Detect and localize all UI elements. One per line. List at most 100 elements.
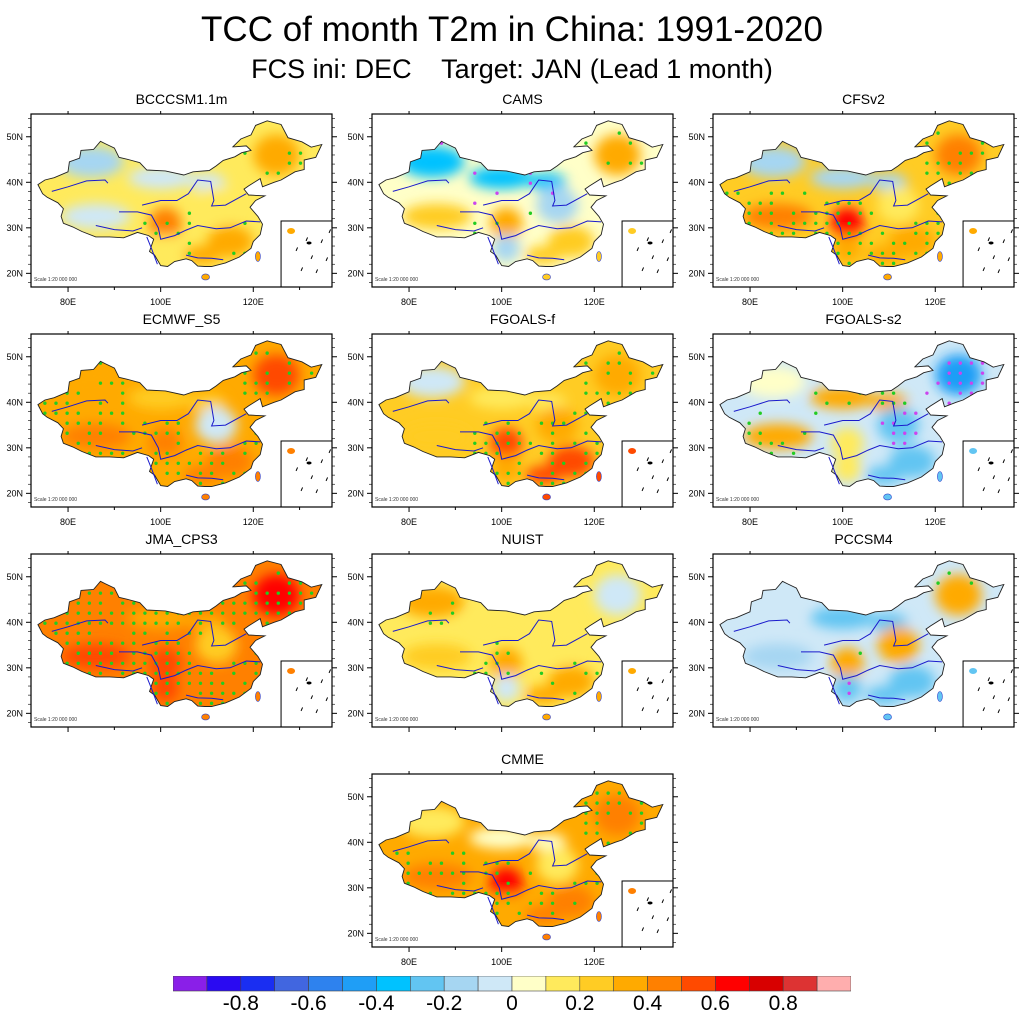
significance-marker bbox=[880, 401, 885, 405]
field-region-north-central bbox=[188, 173, 226, 192]
significance-marker bbox=[758, 201, 762, 205]
significance-marker bbox=[176, 621, 180, 625]
significance-marker bbox=[947, 181, 951, 185]
river-line bbox=[95, 665, 143, 672]
significance-marker bbox=[132, 601, 136, 605]
river-line bbox=[777, 225, 825, 232]
significance-marker bbox=[209, 471, 214, 476]
significance-marker bbox=[154, 691, 158, 696]
significance-marker bbox=[176, 471, 180, 476]
significance-marker bbox=[298, 591, 303, 595]
significance-marker bbox=[165, 461, 169, 465]
significance-marker bbox=[869, 211, 874, 215]
field-region-south-east bbox=[547, 225, 595, 258]
significance-marker bbox=[120, 621, 125, 625]
x-tick-label: 120E bbox=[243, 517, 264, 527]
taiwan-island bbox=[937, 471, 943, 482]
significance-marker bbox=[606, 791, 610, 795]
significance-marker bbox=[265, 171, 269, 175]
significance-marker bbox=[54, 401, 58, 405]
field-region-tibet bbox=[402, 863, 472, 890]
significance-marker bbox=[406, 861, 410, 865]
inset-dash bbox=[646, 897, 650, 902]
significance-marker bbox=[528, 441, 533, 445]
significance-marker bbox=[165, 471, 169, 476]
significance-marker bbox=[584, 461, 588, 465]
significance-marker bbox=[495, 431, 499, 435]
field-region-sichuan bbox=[149, 647, 182, 680]
significance-marker bbox=[528, 211, 533, 215]
significance-marker bbox=[428, 621, 433, 625]
scale-label: Scale 1:20 000 000 bbox=[716, 497, 759, 503]
inset-dash bbox=[315, 269, 319, 274]
significance-marker bbox=[165, 631, 169, 635]
significance-marker bbox=[550, 681, 555, 685]
significance-marker bbox=[176, 421, 180, 425]
river-line bbox=[185, 694, 224, 701]
significance-marker bbox=[276, 601, 280, 605]
significance-marker bbox=[903, 241, 907, 245]
china-border bbox=[37, 340, 323, 487]
field-region-south-east bbox=[547, 885, 595, 918]
inset-dash bbox=[997, 489, 1001, 494]
significance-marker bbox=[606, 841, 610, 845]
y-tick-label: 20N bbox=[688, 268, 705, 278]
x-tick-label: 120E bbox=[584, 957, 605, 967]
inset-dash bbox=[300, 487, 304, 492]
significance-marker bbox=[120, 411, 125, 415]
river-line bbox=[828, 676, 840, 705]
significance-marker bbox=[473, 201, 477, 205]
significance-marker bbox=[573, 901, 577, 905]
significance-marker bbox=[617, 131, 621, 135]
significance-marker bbox=[584, 381, 588, 385]
significance-marker bbox=[76, 641, 80, 645]
panel-title: FGOALS-f bbox=[489, 311, 556, 327]
significance-marker bbox=[243, 601, 247, 605]
significance-marker bbox=[958, 391, 962, 395]
significance-marker bbox=[76, 441, 80, 445]
tcc-field bbox=[37, 340, 322, 487]
field-region-south-east bbox=[524, 906, 562, 925]
significance-marker bbox=[639, 821, 644, 825]
significance-marker bbox=[298, 151, 303, 155]
y-tick-label: 50N bbox=[6, 572, 23, 582]
map-plot: 80E 100E 120E 20N 30N 40N 50N Scale 1:20 000 00… bbox=[6, 111, 337, 307]
significance-marker bbox=[473, 171, 477, 175]
significance-marker bbox=[858, 211, 862, 215]
significance-marker bbox=[154, 651, 158, 655]
y-tick-label: 20N bbox=[688, 488, 705, 498]
hainan-island bbox=[201, 273, 210, 281]
significance-marker bbox=[769, 441, 774, 445]
significance-marker bbox=[495, 641, 499, 645]
significance-marker bbox=[65, 401, 69, 405]
field-region-tibet bbox=[61, 203, 131, 230]
x-tick-label: 80E bbox=[742, 297, 758, 307]
significance-marker bbox=[154, 681, 158, 685]
y-tick-label: 50N bbox=[6, 352, 23, 362]
river-line bbox=[436, 885, 484, 892]
significance-marker bbox=[109, 591, 114, 595]
significance-marker bbox=[639, 811, 644, 815]
significance-marker bbox=[98, 451, 103, 455]
significance-marker bbox=[495, 471, 499, 476]
significance-marker bbox=[287, 371, 292, 375]
inset-hainan bbox=[287, 447, 296, 454]
significance-marker bbox=[780, 441, 785, 445]
river-line bbox=[460, 431, 602, 460]
significance-marker bbox=[176, 661, 180, 665]
inset-island bbox=[647, 241, 653, 245]
river-line bbox=[487, 456, 499, 485]
inset-dash bbox=[987, 677, 991, 682]
significance-marker bbox=[495, 651, 499, 655]
significance-marker bbox=[165, 661, 169, 665]
field-region-central bbox=[195, 186, 238, 224]
significance-marker bbox=[395, 851, 399, 855]
significance-marker bbox=[221, 461, 225, 465]
significance-marker bbox=[154, 231, 158, 235]
significance-marker bbox=[736, 191, 740, 195]
inset-dash bbox=[992, 695, 996, 700]
significance-marker bbox=[847, 251, 851, 256]
significance-marker bbox=[584, 141, 588, 145]
map-panel: NUIST 20N 30N 40N 50N Scale 1:20 000 000 bbox=[341, 530, 681, 750]
y-tick-label: 20N bbox=[6, 708, 23, 718]
